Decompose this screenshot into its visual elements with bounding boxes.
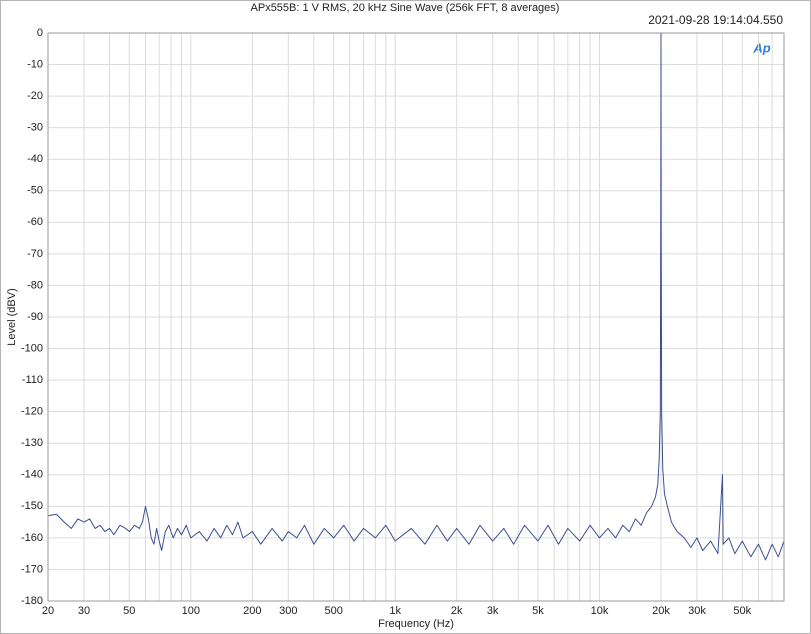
y-tick-label: -150 [21, 500, 43, 512]
x-tick-label: 2k [451, 605, 463, 617]
y-tick-label: -100 [21, 342, 43, 354]
timestamp: 2021-09-28 19:14:04.550 [648, 13, 783, 27]
y-tick-label: -20 [27, 90, 43, 102]
y-tick-label: -180 [21, 595, 43, 607]
x-tick-label: 1k [389, 605, 401, 617]
x-tick-label: 20 [42, 605, 54, 617]
y-tick-label: -110 [22, 374, 43, 386]
y-tick-label: -80 [27, 279, 43, 291]
y-tick-label: -60 [27, 216, 43, 228]
y-tick-label: -50 [27, 185, 43, 197]
y-tick-label: -120 [21, 406, 43, 418]
x-tick-label: 30 [78, 605, 90, 617]
x-tick-label: 10k [591, 605, 609, 617]
x-tick-label: 5k [532, 605, 544, 617]
x-tick-label: 3k [487, 605, 499, 617]
y-axis-label: Level (dBV) [6, 288, 18, 345]
x-axis-label: Frequency (Hz) [378, 618, 454, 630]
plot-data [47, 32, 785, 561]
y-tick-label: 0 [37, 27, 43, 39]
x-tick-label: 30k [688, 605, 706, 617]
series-line [47, 32, 785, 561]
y-tick-label: -70 [27, 248, 43, 260]
y-tick-label: -160 [21, 532, 43, 544]
y-tick-label: -90 [27, 311, 43, 323]
y-tick-label: -170 [21, 563, 43, 575]
logo: Ap [752, 40, 770, 55]
y-tick-label: -40 [27, 153, 43, 165]
x-tick-label: 50 [123, 605, 135, 617]
y-tick-label: -130 [21, 437, 43, 449]
y-tick-label: -10 [27, 58, 43, 70]
x-tick-label: 500 [324, 605, 342, 617]
chart-title: APx555B: 1 V RMS, 20 kHz Sine Wave (256k… [251, 2, 560, 14]
x-tick-label: 50k [733, 605, 751, 617]
x-tick-label: 20k [652, 605, 670, 617]
x-tick-label: 300 [279, 605, 297, 617]
y-tick-label: -140 [21, 469, 43, 481]
x-tick-label: 200 [243, 605, 261, 617]
x-tick-label: 100 [182, 605, 200, 617]
y-tick-label: -30 [27, 122, 43, 134]
plot-frame [47, 32, 785, 602]
